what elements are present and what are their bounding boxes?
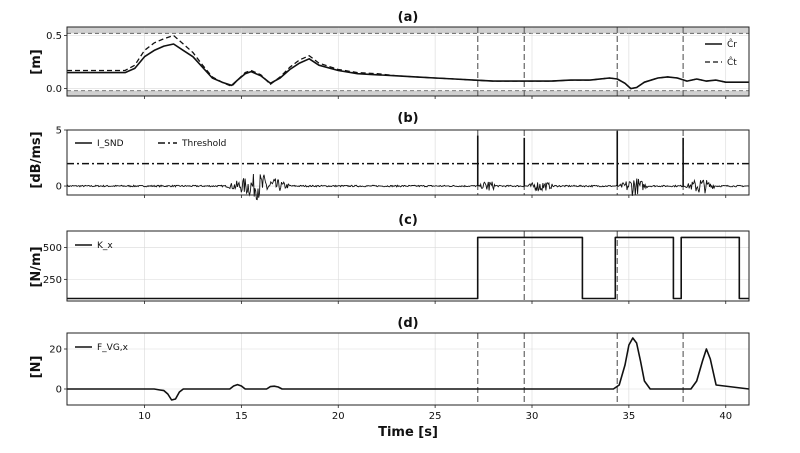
legend-fvg-label: F_VG,x: [97, 343, 129, 353]
panel-a-legend: Ĉr Ĉt: [705, 38, 737, 68]
panel-a-ytick-label: 0.0: [46, 84, 62, 95]
panel-b: (b) [dB/ms] 0 5 I_SND Threshold: [29, 111, 750, 201]
x-tick-label: 35: [623, 411, 636, 422]
panel-c-title: (c): [398, 213, 418, 228]
x-tick-label: 20: [332, 411, 345, 422]
legend-threshold-label: Threshold: [181, 139, 226, 149]
x-tick-label: 15: [235, 411, 248, 422]
panel-b-legend: I_SND Threshold: [75, 139, 226, 149]
panel-d-frame: [66, 332, 750, 406]
panel-c-legend: K_x: [75, 241, 113, 251]
panel-b-ytick-label: 5: [56, 126, 62, 137]
x-tick-label: 25: [429, 411, 442, 422]
panel-a-ylabel: [m]: [29, 49, 44, 74]
panel-c-ytick-label: 500: [43, 243, 62, 254]
panel-b-ytick-label: 0: [56, 182, 62, 193]
panel-a: (a) [m] 0.0 0.5 Ĉr Ĉt: [29, 10, 750, 99]
panel-c: (c) [N/m] 250 500 K_x: [29, 213, 750, 304]
legend-ct-label: Ĉt: [727, 56, 737, 68]
legend-kx-label: K_x: [97, 241, 113, 251]
legend-isnd-label: I_SND: [97, 139, 124, 149]
panel-c-series-0: [67, 236, 749, 300]
lower-bound-band: [67, 90, 749, 96]
x-tick-label: 30: [526, 411, 539, 422]
panel-b-title: (b): [397, 111, 418, 126]
x-axis-label: Time [s]: [378, 425, 438, 440]
panel-d-title: (d): [397, 316, 418, 331]
x-tick-label: 40: [719, 411, 732, 422]
panel-a-series-1: [67, 34, 749, 90]
panel-c-ytick-label: 250: [43, 275, 62, 286]
isnd-signal: [66, 173, 750, 201]
panel-c-frame: [66, 230, 750, 302]
panel-b-frame: [66, 129, 750, 196]
x-tick-label: 10: [138, 411, 151, 422]
legend-cr-label: Ĉr: [727, 38, 737, 50]
panel-d-legend: F_VG,x: [75, 343, 129, 353]
panel-a-frame: [66, 26, 750, 97]
panel-d-ylabel: [N]: [29, 356, 44, 379]
upper-bound-band: [67, 27, 749, 34]
panel-d-ytick-label: 0: [56, 385, 62, 396]
panel-a-ytick-label: 0.5: [46, 31, 62, 42]
panel-b-ylabel: [dB/ms]: [29, 131, 44, 188]
panel-d-ytick-label: 20: [49, 345, 62, 356]
panel-c-ylabel: [N/m]: [29, 246, 44, 287]
panel-d: (d) [N] 10 15 20 25 30 35 40 0 20 F_VG,x Time [s…: [29, 316, 750, 440]
panel-a-title: (a): [398, 10, 419, 25]
panel-d-series-0: [67, 337, 750, 401]
